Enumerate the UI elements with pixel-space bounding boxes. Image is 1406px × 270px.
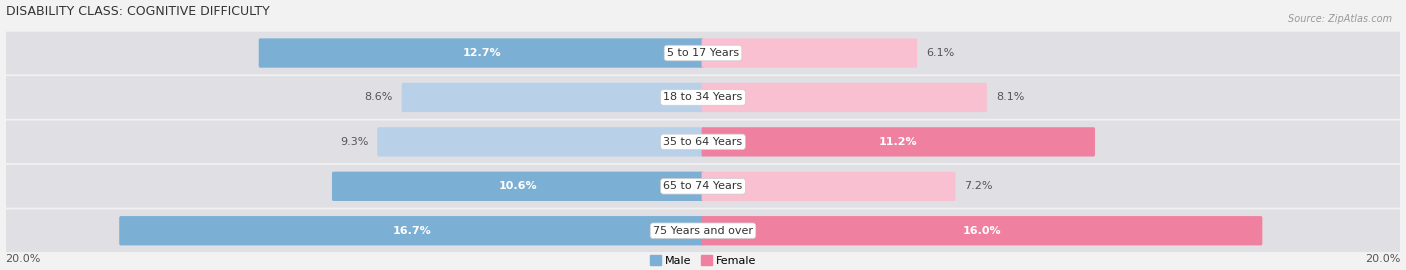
Text: 35 to 64 Years: 35 to 64 Years <box>664 137 742 147</box>
Text: 20.0%: 20.0% <box>6 254 41 264</box>
Text: 7.2%: 7.2% <box>965 181 993 191</box>
Text: 5 to 17 Years: 5 to 17 Years <box>666 48 740 58</box>
Text: 9.3%: 9.3% <box>340 137 368 147</box>
Text: 65 to 74 Years: 65 to 74 Years <box>664 181 742 191</box>
Text: 8.6%: 8.6% <box>364 92 392 102</box>
FancyBboxPatch shape <box>332 172 704 201</box>
Text: 75 Years and over: 75 Years and over <box>652 226 754 236</box>
FancyBboxPatch shape <box>0 165 1406 208</box>
FancyBboxPatch shape <box>702 127 1095 157</box>
Text: 6.1%: 6.1% <box>927 48 955 58</box>
Text: 8.1%: 8.1% <box>995 92 1025 102</box>
Text: 18 to 34 Years: 18 to 34 Years <box>664 92 742 102</box>
FancyBboxPatch shape <box>377 127 704 157</box>
FancyBboxPatch shape <box>0 76 1406 119</box>
FancyBboxPatch shape <box>6 126 1400 129</box>
Text: 11.2%: 11.2% <box>879 137 918 147</box>
FancyBboxPatch shape <box>259 38 704 68</box>
FancyBboxPatch shape <box>702 83 987 112</box>
FancyBboxPatch shape <box>0 121 1406 163</box>
FancyBboxPatch shape <box>402 83 704 112</box>
FancyBboxPatch shape <box>0 32 1406 74</box>
Text: Source: ZipAtlas.com: Source: ZipAtlas.com <box>1288 14 1392 23</box>
FancyBboxPatch shape <box>6 170 1400 173</box>
Text: 20.0%: 20.0% <box>1365 254 1400 264</box>
FancyBboxPatch shape <box>6 37 1400 40</box>
FancyBboxPatch shape <box>6 214 1400 218</box>
Legend: Male, Female: Male, Female <box>650 255 756 266</box>
FancyBboxPatch shape <box>6 81 1400 85</box>
Text: 12.7%: 12.7% <box>463 48 501 58</box>
FancyBboxPatch shape <box>702 38 917 68</box>
Text: 16.0%: 16.0% <box>963 226 1001 236</box>
Text: DISABILITY CLASS: COGNITIVE DIFFICULTY: DISABILITY CLASS: COGNITIVE DIFFICULTY <box>6 5 270 18</box>
Text: 16.7%: 16.7% <box>392 226 432 236</box>
FancyBboxPatch shape <box>0 210 1406 252</box>
FancyBboxPatch shape <box>120 216 704 245</box>
FancyBboxPatch shape <box>702 172 956 201</box>
Text: 10.6%: 10.6% <box>499 181 537 191</box>
FancyBboxPatch shape <box>702 216 1263 245</box>
